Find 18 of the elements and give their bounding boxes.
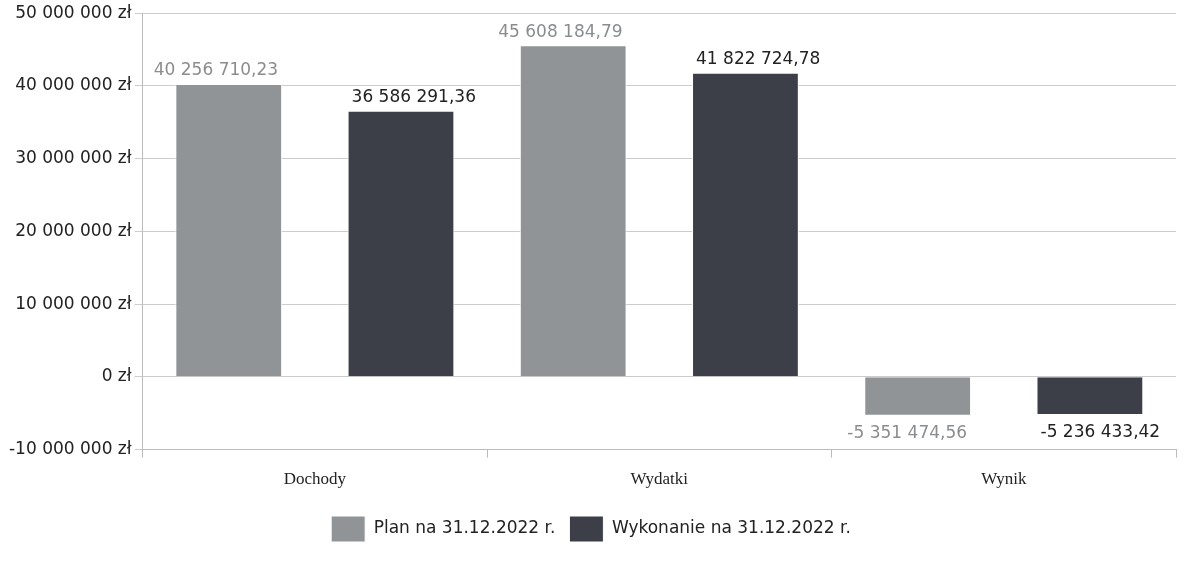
data-label: -5 351 474,56 [847, 422, 968, 443]
x-tick-label: Dochody [283, 469, 347, 489]
y-tick-label: 50 000 000 zł [15, 1, 132, 22]
x-tick-label: Wynik [981, 469, 1027, 489]
y-tick-label: 40 000 000 zł [15, 74, 132, 95]
data-label: -5 236 433,42 [1040, 421, 1161, 442]
data-label: 41 822 724,78 [696, 48, 821, 69]
data-label: 45 608 184,79 [498, 20, 623, 41]
y-tick-label: 0 zł [101, 365, 132, 386]
legend-label: Plan na 31.12.2022 r. [373, 517, 556, 538]
y-tick-label: 10 000 000 zł [15, 292, 132, 313]
data-label: 36 586 291,36 [351, 86, 476, 107]
x-tick-label: Wydatki [630, 469, 689, 489]
y-tick-label: 20 000 000 zł [15, 219, 132, 240]
y-tick-label: -10 000 000 zł [8, 438, 132, 459]
legend-label: Wykonanie na 31.12.2022 r. [611, 517, 851, 538]
y-tick-label: 30 000 000 zł [15, 147, 132, 168]
data-label: 40 256 710,23 [153, 59, 279, 80]
